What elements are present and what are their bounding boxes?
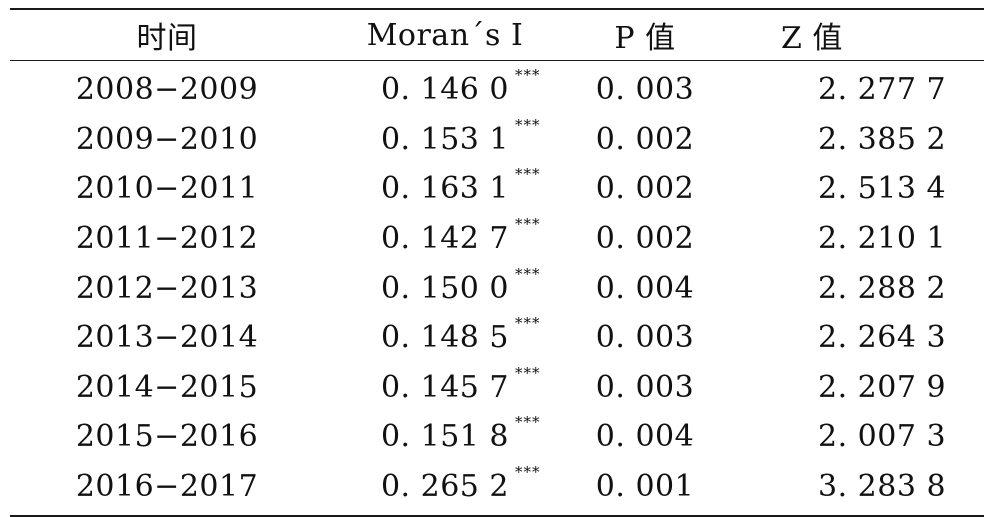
cell-z-value: 3. 283 8 [818, 469, 947, 505]
cell-time: 2009−2010 [75, 121, 259, 157]
header-z-value: Z 值 [781, 21, 843, 56]
table-row: 2010−2011 0. 163 1 *** 0. 002 2. 513 4 [10, 164, 984, 214]
morans-i-value: 0. 148 5 *** [380, 314, 540, 356]
cell-p-value: 0. 003 [595, 369, 695, 405]
cell-morans-i: 0. 142 7 *** [320, 215, 570, 257]
table-row: 2013−2014 0. 148 5 *** 0. 003 2. 264 3 [10, 313, 984, 363]
header-morans-i: Moran´s I [366, 17, 524, 53]
cell-morans-i: 0. 163 1 *** [320, 165, 570, 207]
cell-morans-i: 0. 145 7 *** [320, 364, 570, 405]
table-row: 2011−2012 0. 142 7 *** 0. 002 2. 210 1 [10, 214, 984, 264]
morans-i-value: 0. 150 0 *** [380, 265, 540, 306]
cell-z-value: 2. 288 2 [818, 270, 947, 306]
morans-i-number: 0. 142 7 [380, 221, 510, 257]
significance-mark: *** [515, 165, 541, 184]
cell-morans-i: 0. 151 8 *** [320, 413, 570, 455]
cell-z-value: 2. 007 3 [818, 419, 947, 455]
morans-i-value: 0. 146 0 *** [380, 66, 540, 108]
significance-mark: *** [515, 413, 541, 432]
morans-i-number: 0. 265 2 [380, 469, 510, 505]
cell-p-value: 0. 003 [595, 320, 695, 356]
significance-mark: *** [515, 314, 541, 333]
table-row: 2016−2017 0. 265 2 *** 0. 001 3. 283 8 [10, 462, 984, 512]
cell-z-value: 2. 207 9 [818, 369, 947, 405]
cell-p-value: 0. 001 [595, 469, 695, 505]
cell-morans-i: 0. 265 2 *** [320, 463, 570, 505]
table-row: 2009−2010 0. 153 1 *** 0. 002 2. 385 2 [10, 115, 984, 165]
cell-morans-i: 0. 153 1 *** [320, 116, 570, 157]
significance-mark: *** [515, 115, 541, 134]
cell-p-value: 0. 002 [595, 121, 695, 157]
cell-time: 2016−2017 [75, 469, 259, 505]
table-row: 2015−2016 0. 151 8 *** 0. 004 2. 007 3 [10, 412, 984, 462]
cell-morans-i: 0. 148 5 *** [320, 314, 570, 356]
cell-z-value: 2. 210 1 [818, 221, 947, 257]
moran-table: 时间 Moran´s I P 值 Z 值 2008−2009 0. 146 0 *… [10, 8, 984, 517]
table-header-row: 时间 Moran´s I P 值 Z 值 [10, 10, 984, 60]
cell-p-value: 0. 002 [595, 171, 695, 207]
cell-p-value: 0. 002 [595, 221, 695, 257]
morans-i-value: 0. 142 7 *** [380, 215, 540, 257]
morans-i-number: 0. 150 0 [380, 270, 510, 306]
cell-time: 2015−2016 [75, 419, 259, 455]
morans-i-value: 0. 153 1 *** [380, 116, 540, 157]
significance-mark: *** [515, 66, 541, 85]
cell-time: 2010−2011 [75, 171, 259, 207]
cell-morans-i: 0. 146 0 *** [320, 66, 570, 108]
morans-i-number: 0. 148 5 [380, 320, 510, 356]
cell-p-value: 0. 004 [595, 419, 695, 455]
cell-time: 2011−2012 [75, 221, 259, 257]
morans-i-value: 0. 163 1 *** [380, 165, 540, 207]
header-time: 时间 [136, 21, 198, 56]
significance-mark: *** [515, 264, 541, 283]
cell-time: 2014−2015 [75, 369, 259, 405]
morans-i-number: 0. 163 1 [380, 171, 510, 207]
morans-i-number: 0. 145 7 [380, 369, 510, 405]
cell-time: 2008−2009 [75, 72, 259, 108]
morans-i-number: 0. 146 0 [380, 72, 510, 108]
table-row: 2014−2015 0. 145 7 *** 0. 003 2. 207 9 [10, 363, 984, 413]
cell-z-value: 2. 264 3 [818, 320, 947, 356]
significance-mark: *** [515, 463, 541, 482]
cell-morans-i: 0. 150 0 *** [320, 265, 570, 306]
cell-z-value: 2. 277 7 [818, 72, 947, 108]
table-row: 2008−2009 0. 146 0 *** 0. 003 2. 277 7 [10, 65, 984, 115]
morans-i-value: 0. 145 7 *** [380, 364, 540, 405]
morans-i-number: 0. 153 1 [380, 121, 510, 157]
header-p-value: P 值 [614, 21, 676, 56]
cell-p-value: 0. 004 [595, 270, 695, 306]
table-top-rule [10, 8, 984, 10]
significance-mark: *** [515, 363, 541, 382]
morans-i-value: 0. 151 8 *** [380, 413, 540, 455]
cell-z-value: 2. 385 2 [818, 121, 947, 157]
morans-i-value: 0. 265 2 *** [380, 463, 540, 505]
table-header-rule [10, 60, 984, 61]
morans-i-number: 0. 151 8 [380, 419, 510, 455]
cell-time: 2012−2013 [75, 270, 259, 306]
cell-z-value: 2. 513 4 [818, 171, 947, 207]
significance-mark: *** [515, 215, 541, 234]
cell-time: 2013−2014 [75, 320, 259, 356]
table-body: 2008−2009 0. 146 0 *** 0. 003 2. 277 7 20… [10, 61, 984, 515]
cell-p-value: 0. 003 [595, 72, 695, 108]
table-row: 2012−2013 0. 150 0 *** 0. 004 2. 288 2 [10, 263, 984, 313]
